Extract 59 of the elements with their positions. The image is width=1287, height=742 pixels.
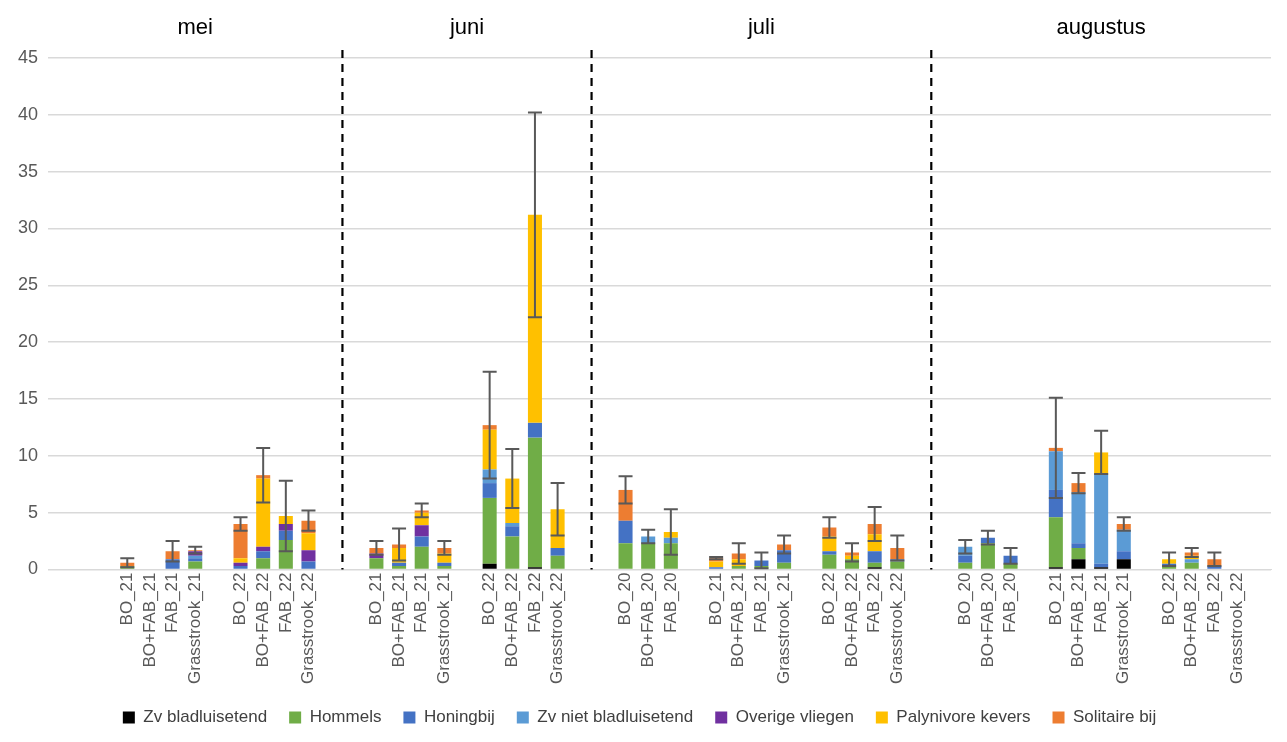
x-tick-label: Grasstrook_22 [887, 572, 906, 684]
x-tick-label: BO_22 [230, 572, 250, 626]
x-tick-label: Grasstrook_21 [434, 572, 454, 684]
x-tick-label: Grasstrook_21 [1113, 572, 1133, 684]
y-tick-label: 20 [17, 331, 39, 352]
x-tick-label: FAB_21 [751, 572, 771, 633]
text: juni [448, 14, 485, 40]
y-tick-label: 0 [28, 558, 39, 579]
text: juli [746, 14, 775, 40]
x-tick-label: Grasstrook_21 [773, 572, 793, 684]
legend-label: Hommels [309, 707, 382, 727]
legend-label: Overige vliegen [735, 707, 854, 727]
x-tick-label: BO+FAB_20 [977, 572, 997, 668]
x-tick-label: BO_20 [954, 572, 974, 626]
y-tick-label: 25 [17, 274, 39, 295]
y-tick-label: 40 [17, 103, 39, 124]
y-tick-label: 45 [17, 46, 39, 67]
y-tick-label: 15 [17, 387, 39, 408]
y-tick-label: 35 [17, 160, 39, 181]
x-tick-label: BO+FAB_21 [139, 572, 159, 668]
legend-label: Palynivore kevers [896, 707, 1031, 727]
y-tick-label: 10 [17, 444, 39, 465]
legend-label: Zv bladluisetend [143, 707, 268, 727]
x-tick-label: BO+FAB_21 [388, 572, 408, 668]
x-tick-label: BO_22 [1158, 572, 1178, 626]
x-tick-label: Grasstrook_22 [1226, 572, 1246, 684]
x-tick-label: FAB_20 [1000, 572, 1020, 633]
x-tick-label: BO+FAB_22 [501, 572, 521, 668]
x-tick-label: BO_21 [1045, 572, 1065, 626]
x-tick-label: Grasstrook_22 [298, 572, 318, 684]
legend-label: Solitaire bij [1073, 707, 1157, 727]
x-tick-label: BO_21 [705, 572, 725, 626]
x-tick-label: FAB_22 [275, 572, 295, 633]
y-tick-label: 30 [17, 217, 39, 238]
x-tick-label: BO_21 [116, 572, 136, 626]
x-tick-label: BO_20 [615, 572, 635, 626]
x-tick-label: BO_22 [479, 572, 499, 626]
x-tick-label: FAB_21 [1090, 572, 1110, 633]
x-tick-label: BO+FAB_20 [637, 572, 657, 668]
x-tick-label: BO+FAB_22 [1181, 572, 1201, 668]
x-tick-label: FAB_22 [1204, 572, 1224, 633]
x-tick-label: BO+FAB_21 [1068, 572, 1088, 668]
x-tick-label: BO_21 [366, 572, 386, 626]
x-tick-label: FAB_21 [411, 572, 431, 633]
x-tick-label: BO+FAB_21 [728, 572, 748, 668]
x-tick-label: FAB_22 [524, 572, 544, 633]
x-tick-label: Grasstrook_22 [547, 572, 567, 684]
x-tick-label: FAB_20 [660, 572, 680, 633]
text: mei [177, 14, 213, 40]
x-tick-label: FAB_21 [162, 572, 182, 633]
legend-label: Zv niet bladluisetend [537, 707, 694, 727]
x-tick-label: BO_22 [819, 572, 839, 626]
x-tick-label: FAB_22 [864, 572, 884, 633]
x-tick-label: BO+FAB_22 [841, 572, 861, 668]
text: augustus [1056, 14, 1146, 40]
x-tick-label: Grasstrook_21 [184, 572, 204, 684]
legend-label: Honingbij [423, 707, 495, 727]
y-tick-label: 5 [28, 501, 39, 522]
x-tick-label: BO+FAB_22 [252, 572, 272, 668]
